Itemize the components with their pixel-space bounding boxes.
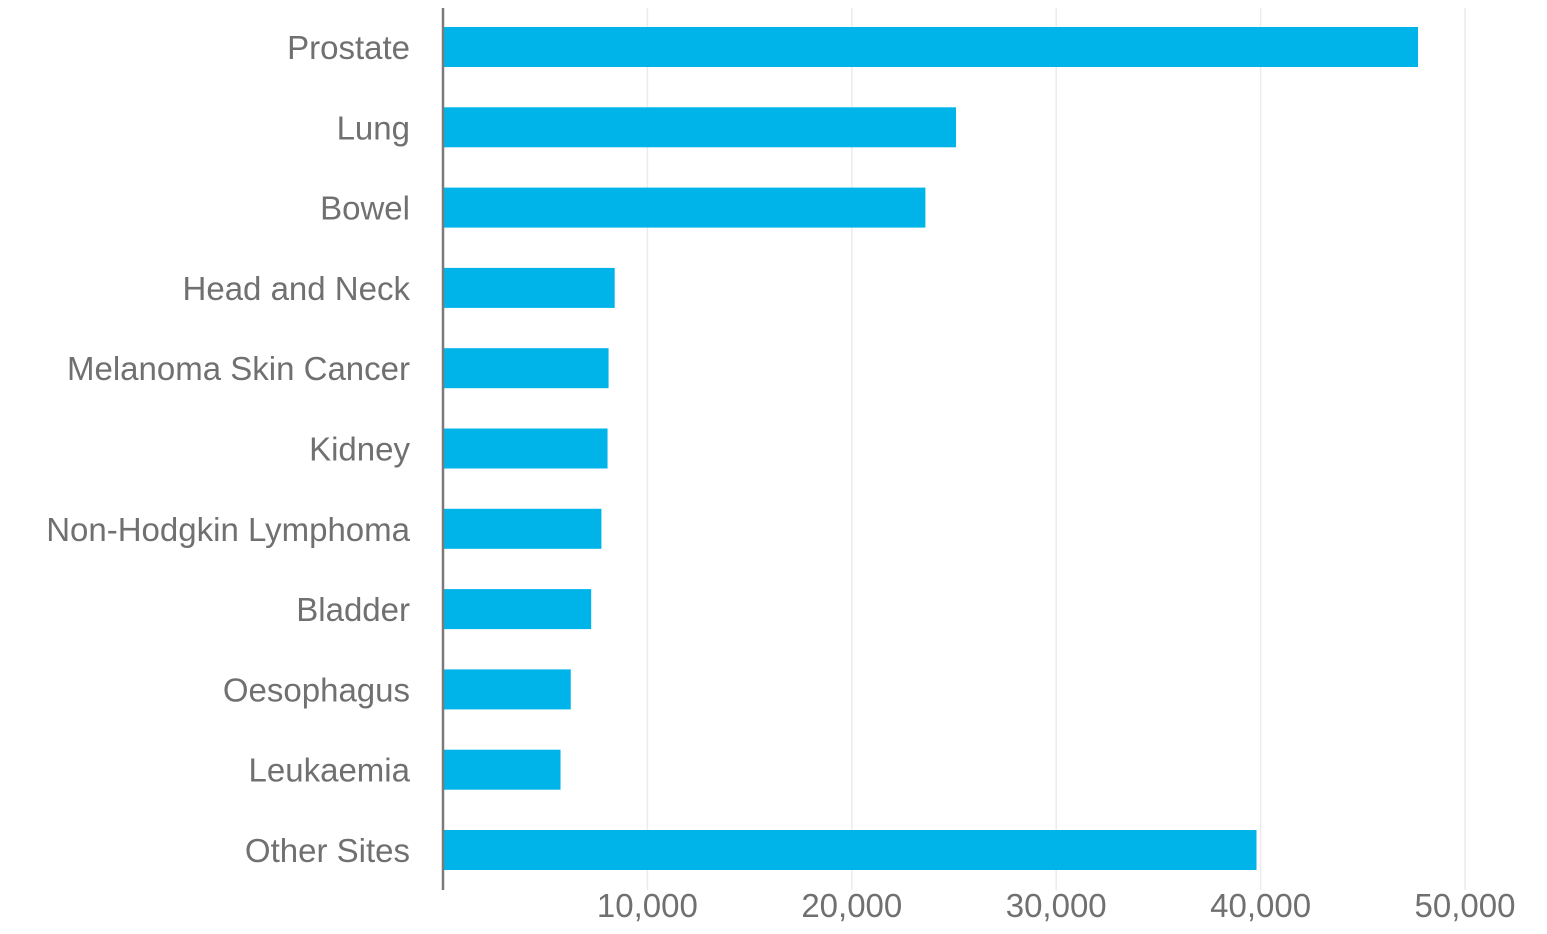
x-tick-label: 50,000 [1415,887,1516,924]
bar-lung [443,107,957,148]
x-tick-label: 40,000 [1210,887,1311,924]
x-tick-label: 10,000 [597,887,698,924]
bar-prostate [443,27,1418,67]
category-label: Bladder [296,591,410,628]
category-label: Head and Neck [183,270,411,307]
category-label: Other Sites [245,832,410,869]
bar-non-hodgkin-lymphoma [443,508,602,549]
bars [443,27,1418,870]
bar-head-and-neck [443,267,615,308]
bar-leukaemia [443,749,561,790]
grid-lines [646,8,1466,890]
category-label: Oesophagus [223,671,410,708]
bar-bowel [443,187,926,228]
bar-bladder [443,589,592,630]
x-tick-labels: 10,000 20,000 30,000 40,000 50,000 [597,887,1516,924]
category-label: Leukaemia [249,752,411,789]
category-label: Non-Hodgkin Lymphoma [46,511,410,548]
bar-kidney [443,428,608,469]
bar-melanoma-skin-cancer [443,348,609,389]
bar-other-sites [443,830,1257,870]
category-label: Lung [337,109,410,146]
category-label: Melanoma Skin Cancer [67,350,410,387]
category-label: Prostate [287,29,410,66]
category-labels: Prostate Lung Bowel Head and Neck Melanoma S… [46,29,410,869]
bar-oesophagus [443,669,571,710]
x-tick-label: 20,000 [801,887,902,924]
category-label: Bowel [320,190,410,227]
x-tick-label: 30,000 [1006,887,1107,924]
category-label: Kidney [309,431,410,468]
